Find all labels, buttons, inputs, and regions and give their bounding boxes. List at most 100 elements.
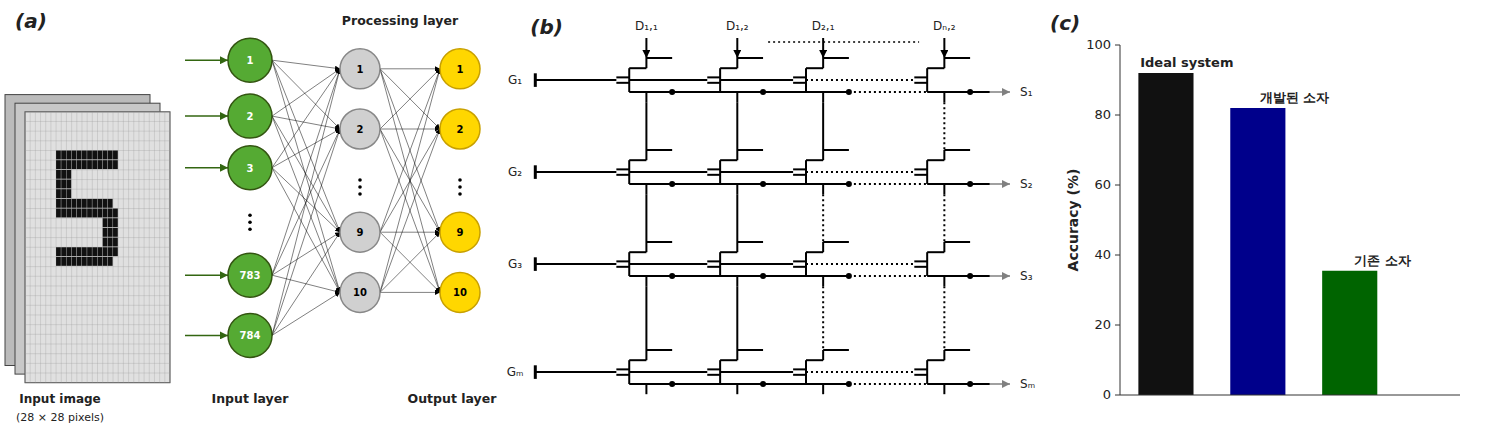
connection [380,232,440,292]
pixel [56,257,61,266]
pixel [98,160,103,169]
junction [846,89,852,95]
transistor [645,92,647,102]
y-tick-label: 0 [1103,387,1111,402]
pixel [66,247,71,256]
pixel-grid [25,140,170,141]
transistor [616,260,629,262]
pixel [77,209,82,218]
pixel [103,247,108,256]
gate-line [806,79,914,81]
pixel [92,257,97,266]
gate-line [535,79,616,81]
transistor [645,384,647,394]
column-wire [943,286,945,350]
pixel [61,247,66,256]
pixel [103,257,108,266]
gate-line [806,371,914,373]
transistor [720,359,737,361]
column-wire [736,286,738,350]
source-bus [849,91,970,93]
drain-label: D₁,₁ [635,19,658,33]
transistor [927,67,944,69]
transistor [944,57,970,59]
pixel-grid [154,112,155,383]
pixel [61,189,66,198]
transistor [616,368,629,370]
transistor [926,68,928,92]
pixel-grid [25,179,170,180]
junction [669,273,675,279]
source-label: S₂ [1020,177,1033,191]
column-wire [645,102,647,150]
pixel-grid [149,112,150,383]
transistor [943,276,945,286]
pixel [82,257,87,266]
transistor [629,359,646,361]
connection [380,129,440,292]
pixel-grid [25,189,170,190]
y-tick [1115,45,1120,46]
gate-line [535,263,616,265]
pixel [77,160,82,169]
y-tick [1115,255,1120,256]
junction [846,273,852,279]
transistor [914,168,927,170]
pixel [61,180,66,189]
pixel [61,170,66,179]
pixel [113,160,118,169]
node-label: 2 [457,124,464,135]
transistor [720,159,737,161]
pixel [77,257,82,266]
gate-line [720,371,793,373]
node-label: 784 [240,330,261,341]
connection [272,168,340,233]
pixel [72,151,77,160]
transistor [707,374,720,376]
pixel [66,170,71,179]
junction [760,181,766,187]
column-wire [736,102,738,150]
transistor [793,260,806,262]
transistor [629,67,646,69]
transistor [806,251,823,253]
bar [1138,73,1193,395]
pixel [66,257,71,266]
transistor [927,159,944,161]
y-axis-label: Accuracy (%) [1065,169,1081,272]
pixel-grid [25,237,170,238]
gate-terminal [534,257,537,271]
drain-arrow [822,38,824,58]
transistor [944,349,970,351]
layer-label: Processing layer [342,13,459,28]
junction [846,181,852,187]
pixel [56,170,61,179]
pixel [77,247,82,256]
layer-label: Output layer [408,391,498,406]
transistor [822,384,824,394]
connection [272,232,340,275]
connection [272,129,340,335]
transistor [646,241,672,243]
source-bus [970,183,990,185]
drain-label: Dₙ,₂ [933,19,956,33]
node [340,272,380,312]
node [340,49,380,89]
transistor [646,149,672,151]
transistor [822,92,824,102]
pixel [108,228,113,237]
transistor [943,350,945,360]
y-axis-line [1120,45,1121,395]
transistor [616,168,629,170]
node-label: 10 [353,287,367,298]
transistor [914,368,927,370]
column-wire [645,286,647,350]
node-label: 9 [457,227,464,238]
transistor [914,76,927,78]
pixel [82,160,87,169]
pixel [92,199,97,208]
column-wire [943,194,945,242]
node [340,212,380,252]
y-tick-label: 80 [1094,107,1111,122]
pixel [82,199,87,208]
